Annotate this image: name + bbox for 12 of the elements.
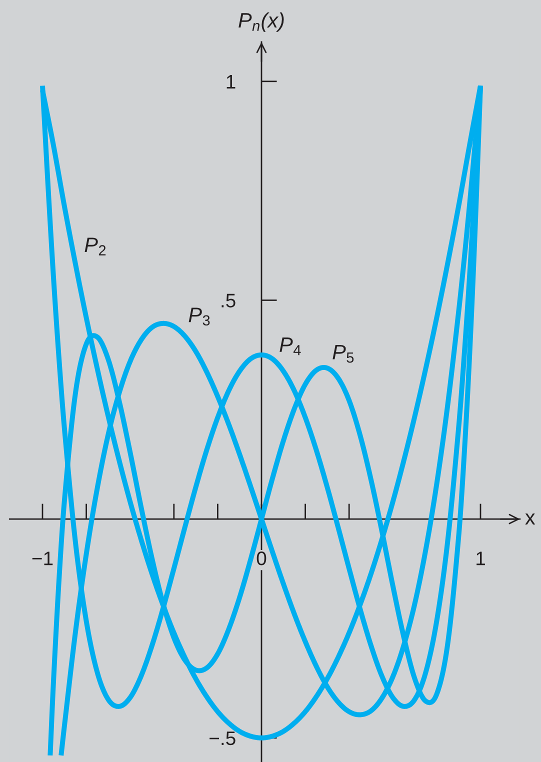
y-tick-label: 1 xyxy=(226,75,236,88)
x-tick-label: 0 xyxy=(256,552,266,566)
series-label: P$_{2}$ xyxy=(84,238,106,256)
series-label: P$_{5}$ xyxy=(332,344,354,363)
y-tick-label: −.5 xyxy=(210,732,236,746)
y-axis-title: P$_{n}$(x) xyxy=(238,12,284,32)
y-tick-label: .5 xyxy=(222,294,236,308)
x-tick-label: −1 xyxy=(32,552,53,566)
series-label: P$_{4}$ xyxy=(280,338,301,356)
x-tick-label: 1 xyxy=(476,552,485,566)
series-label: P$_{3}$ xyxy=(188,308,210,326)
x-axis-title: x xyxy=(525,513,536,524)
